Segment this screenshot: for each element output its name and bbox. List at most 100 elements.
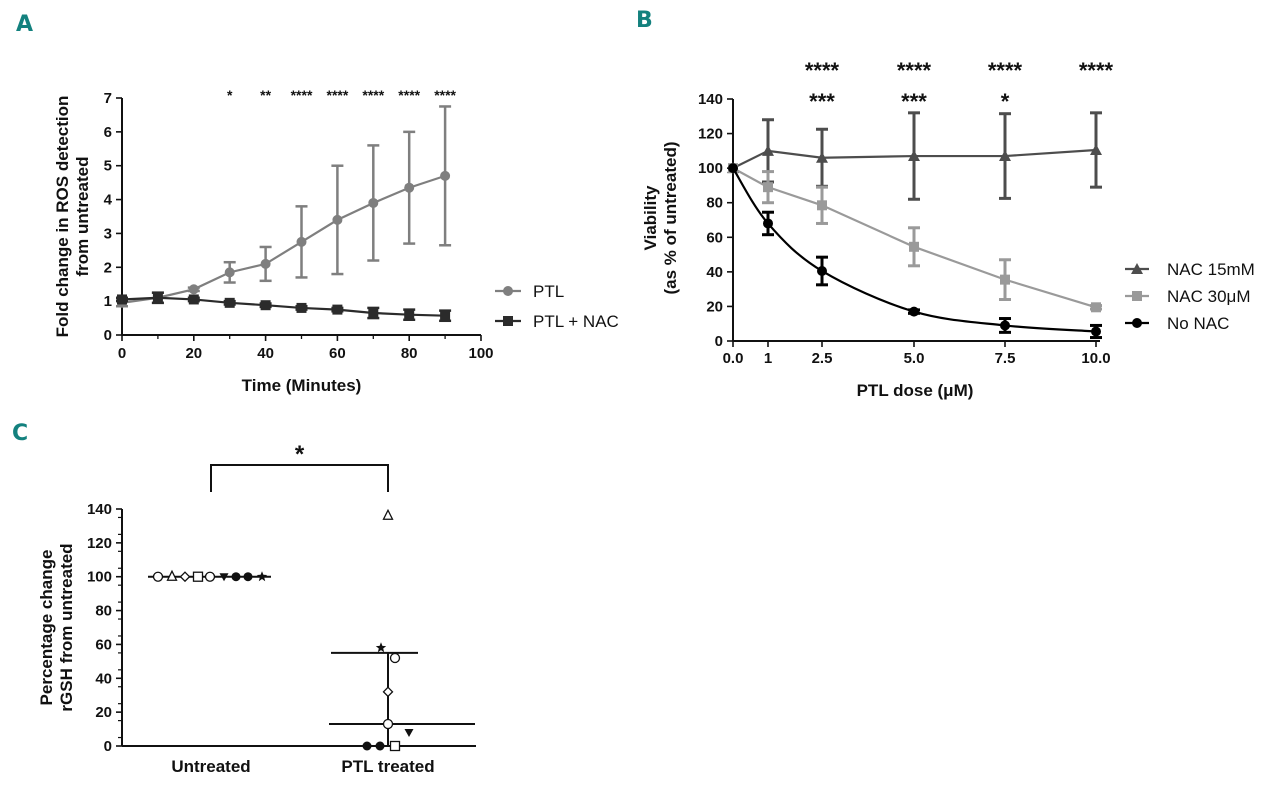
c-data-point: [389, 740, 401, 752]
b-y-tick-label: 100: [698, 160, 723, 177]
a-legend-item: PTL: [495, 282, 564, 301]
a-data-point: [117, 294, 127, 305]
b-x-tick-label: 2.5: [812, 350, 833, 367]
b-data-point: [763, 182, 773, 193]
b-legend-label: No NAC: [1167, 314, 1229, 333]
a-y-tick-label: 6: [104, 124, 112, 141]
a-data-point: [224, 297, 235, 308]
b-data-point: [1000, 274, 1010, 285]
c-y-tick-label: 20: [95, 704, 112, 721]
panel-label-c: C: [12, 421, 28, 446]
c-y-tick-label: 140: [87, 501, 112, 518]
b-significance-label-second: ***: [901, 89, 927, 114]
b-data-point: [817, 265, 827, 276]
a-y-tick-label: 2: [104, 259, 112, 276]
b-significance-label-top: ****: [1079, 58, 1114, 83]
panel-label-a: A: [16, 12, 33, 37]
c-data-point: [243, 572, 253, 582]
chart-a: 0 1 2 3 4 5 6 7 0 20 40 60 80 100 Time (Minutes) Fold c…: [53, 87, 619, 395]
b-significance-label-second: *: [1001, 89, 1010, 114]
c-data-point: [382, 718, 394, 730]
b-legend-item: NAC 30μM: [1125, 287, 1250, 306]
c-y-tick-label: 60: [95, 636, 112, 653]
b-series-line: [732, 148, 1097, 170]
c-data-point: [404, 728, 414, 737]
a-series-ptl: [116, 105, 452, 308]
b-significance-label-top: ****: [897, 58, 932, 83]
a-data-point: [404, 182, 415, 193]
a-x-tick-label: 0: [118, 345, 126, 362]
b-series-line: [732, 167, 1097, 309]
a-series-ptl-nac: [116, 291, 452, 323]
b-significance-label-top: ****: [805, 58, 840, 83]
a-data-point: [368, 197, 379, 208]
b-data-point: [1090, 143, 1102, 155]
c-data-point: [219, 573, 229, 582]
c-y-tick-label: 40: [95, 670, 112, 687]
a-data-point: [332, 304, 343, 315]
c-significance-label: *: [295, 441, 305, 468]
a-y-tick-label: 0: [104, 327, 112, 344]
a-series-line: [121, 174, 446, 304]
b-legend-label: NAC 15mM: [1167, 260, 1255, 279]
c-group-ptl-treated: [329, 508, 475, 752]
a-legend-item: PTL + NAC: [495, 312, 619, 331]
a-x-tick-label: 60: [329, 345, 346, 362]
a-significance-label: **: [260, 87, 271, 103]
c-data-point: [256, 571, 268, 582]
a-series-line: [121, 296, 446, 317]
b-data-point: [763, 218, 773, 229]
b-y-tick-label: 0: [715, 333, 723, 350]
b-data-point: [816, 151, 828, 163]
c-y-tick-label: 80: [95, 603, 112, 620]
b-data-point: [999, 150, 1011, 162]
a-data-point: [296, 236, 307, 247]
a-legend-marker: [503, 316, 513, 326]
b-significance-label-second: ***: [809, 89, 835, 114]
a-significance-label: ****: [327, 87, 349, 103]
a-data-point: [440, 170, 451, 181]
b-x-tick-label: 1: [764, 350, 772, 367]
b-legend-marker: [1132, 291, 1142, 301]
c-x-category-label: PTL treated: [341, 757, 434, 776]
b-data-point: [762, 144, 774, 156]
a-data-point: [260, 258, 271, 269]
c-data-point: [166, 569, 178, 581]
a-data-point: [332, 214, 343, 225]
a-data-point: [224, 267, 235, 278]
b-y-tick-label: 140: [698, 91, 723, 108]
b-series-nac-15mm: [727, 111, 1102, 201]
b-data-point: [909, 241, 919, 252]
a-y-axis-title-line: from untreated: [73, 157, 92, 277]
c-y-axis-title-line: Percentage change: [37, 550, 56, 706]
b-x-tick-label: 10.0: [1081, 350, 1110, 367]
c-data-point: [362, 741, 372, 751]
b-y-tick-label: 20: [706, 298, 723, 315]
a-significance-label: ****: [291, 87, 313, 103]
b-legend-marker: [1132, 318, 1142, 328]
a-data-point: [188, 294, 199, 305]
b-legend-item: No NAC: [1125, 314, 1229, 333]
a-y-axis-title-line: Fold change in ROS detection: [53, 96, 72, 338]
b-x-axis-title: PTL dose (μM): [857, 381, 974, 400]
a-y-tick-label: 4: [104, 192, 113, 209]
c-y-axis-title: Percentage changerGSH from untreated: [37, 543, 76, 711]
a-data-point: [260, 300, 271, 311]
panel-label-b: B: [636, 8, 653, 33]
b-y-tick-label: 80: [706, 195, 723, 212]
a-significance-label: ****: [398, 87, 420, 103]
b-data-point: [908, 150, 920, 162]
c-significance-bracket: *: [210, 441, 389, 492]
a-x-tick-label: 20: [185, 345, 202, 362]
chart-b: 0 20 40 60 80 100 120 140 0.0 1 2.5 5.0 7.5 10.0 PTL d…: [641, 58, 1255, 400]
b-x-tick-label: 5.0: [904, 350, 925, 367]
c-data-point: [179, 571, 191, 583]
c-group-untreated: [148, 569, 271, 583]
c-bracket-line: [210, 464, 389, 492]
b-y-tick-label: 60: [706, 229, 723, 246]
a-x-tick-label: 80: [401, 345, 418, 362]
c-y-axis-title-line: rGSH from untreated: [57, 543, 76, 711]
a-y-tick-label: 5: [104, 158, 112, 175]
a-data-point: [440, 310, 451, 321]
